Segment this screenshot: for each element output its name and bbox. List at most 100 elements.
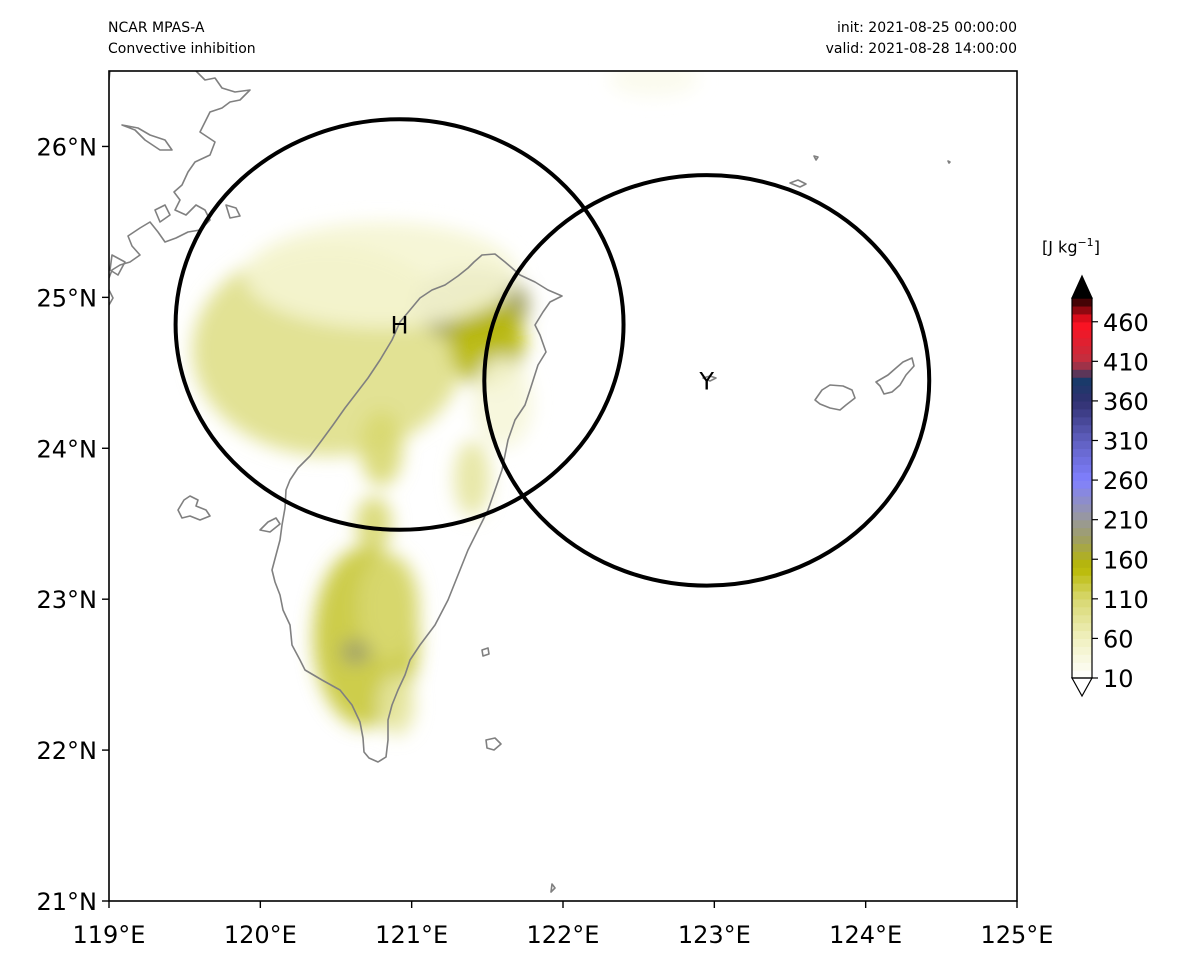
colorbar-segment	[1072, 456, 1092, 465]
cin-field-blob	[378, 674, 415, 735]
colorbar-units: [J kg−1]	[1042, 236, 1100, 256]
colorbar-segment	[1072, 551, 1092, 560]
colorbar-segment	[1072, 495, 1092, 505]
island-yonaguni	[702, 375, 717, 382]
colorbar-segment	[1072, 432, 1092, 442]
colorbar-segment	[1072, 606, 1092, 616]
units-close: ]	[1093, 237, 1100, 257]
colorbar-tick-label: 410	[1103, 348, 1149, 376]
colorbar-segment	[1072, 598, 1092, 608]
lat-tick-label: 26°N	[37, 133, 98, 161]
colorbar-segment	[1072, 622, 1092, 632]
colorbar-segment	[1072, 416, 1092, 426]
colorbar-segment	[1072, 662, 1092, 671]
figure-header-left: NCAR MPAS-A Convective inhibition	[108, 18, 256, 60]
colorbar-segment	[1072, 440, 1092, 450]
colorbar-segment	[1072, 408, 1092, 418]
colorbar-frame	[1071, 297, 1093, 679]
colorbar-segment	[1072, 305, 1092, 315]
cin-field-blob	[608, 71, 700, 97]
cin-field-blob	[472, 357, 533, 449]
island-penghu-small	[259, 517, 281, 533]
lon-tick-label: 121°E	[375, 921, 448, 949]
colorbar-segment	[1072, 464, 1092, 473]
island-orchid	[485, 737, 502, 751]
init-time: init: 2021-08-25 00:00:00	[837, 20, 1017, 36]
colorbar-tick-label: 360	[1103, 388, 1149, 416]
colorbar-segment	[1072, 377, 1092, 386]
lat-tick-label: 23°N	[37, 586, 98, 614]
colorbar-extend-max	[1071, 274, 1093, 299]
lon-tick-label: 125°E	[981, 921, 1054, 949]
colorbar-tick-label: 260	[1103, 467, 1149, 495]
colorbar-segment	[1072, 583, 1092, 592]
china-coast-inlet-3	[225, 204, 241, 219]
units-text: [J kg	[1042, 237, 1078, 257]
field-name: Convective inhibition	[108, 41, 256, 57]
axes-layer: 119°E 120°E 121°E 122°E 123°E 124°E 125°E 21°N 2…	[37, 133, 1054, 949]
colorbar-tick-label: 310	[1103, 428, 1149, 456]
colorbar-segment	[1072, 590, 1092, 600]
cin-field-blob	[358, 553, 420, 660]
colorbar-tick-label: 160	[1103, 546, 1149, 574]
colorbar-segment	[1072, 361, 1092, 370]
valid-time: valid: 2021-08-28 14:00:00	[825, 41, 1017, 57]
colorbar-segment	[1072, 345, 1092, 355]
colorbar-segment	[1072, 638, 1092, 647]
china-coast-inlet-5	[109, 289, 114, 306]
colorbar-segment	[1072, 646, 1092, 655]
cin-field-blob	[360, 410, 403, 486]
china-coast-inlet-1	[121, 124, 173, 151]
colorbar-segment	[1072, 369, 1092, 378]
colorbar-segment	[1072, 480, 1092, 489]
marker-label-h: H	[391, 312, 409, 340]
colorbar-segment	[1072, 424, 1092, 434]
lon-tick-label: 122°E	[527, 921, 600, 949]
island-green	[481, 647, 490, 657]
lat-tick-label: 24°N	[37, 435, 98, 463]
colorbar-segment	[1072, 329, 1092, 339]
taiwan-coastline	[271, 253, 563, 763]
colorbar-segment	[1072, 559, 1092, 568]
colorbar-segment	[1072, 630, 1092, 640]
colorbar-tick-label: 460	[1103, 309, 1149, 337]
colorbar-segment	[1072, 353, 1092, 362]
colorbar-segment	[1072, 567, 1092, 576]
lon-tick-label: 124°E	[829, 921, 902, 949]
colorbar-segment	[1072, 472, 1092, 481]
lon-tick-label: 120°E	[224, 921, 297, 949]
lat-tick-label: 21°N	[37, 888, 98, 916]
island-tiny-2	[947, 160, 951, 164]
colorbar-segment	[1072, 393, 1092, 402]
lon-tick-label: 123°E	[678, 921, 751, 949]
colorbar-segment	[1072, 575, 1092, 584]
colorbar-segment	[1072, 337, 1092, 347]
colorbar-segment	[1072, 298, 1092, 307]
china-coast-inlet-4	[109, 254, 126, 276]
island-tiny-3	[550, 883, 556, 893]
cin-field-blob	[454, 440, 491, 517]
colorbar-segment	[1072, 448, 1092, 457]
colorbar-tick-label: 10	[1103, 665, 1134, 693]
island-penghu	[177, 495, 211, 521]
marker-label-y: Y	[698, 367, 714, 395]
units-exponent: −1	[1077, 236, 1094, 249]
island-iriomote	[814, 384, 856, 411]
colorbar-segment	[1072, 670, 1092, 679]
colorbar-segment	[1072, 527, 1092, 537]
colorbar-tick-label: 110	[1103, 586, 1149, 614]
colorbar-segment	[1072, 321, 1092, 331]
colorbar: 10 60 110 160 210 260 310 360 410 460	[1070, 274, 1149, 698]
model-name: NCAR MPAS-A	[108, 20, 205, 36]
markers-layer: HY	[173, 117, 932, 588]
range-ring-y	[482, 173, 932, 588]
cin-field-blob	[245, 221, 518, 328]
colorbar-segment	[1072, 488, 1092, 497]
colorbar-segment	[1072, 535, 1092, 545]
island-ishigaki	[875, 357, 915, 395]
colorbar-segment	[1072, 519, 1092, 529]
figure-header-right: init: 2021-08-25 00:00:00 valid: 2021-08…	[826, 18, 1017, 60]
colorbar-segment	[1072, 511, 1092, 521]
cin-field-blob	[355, 496, 392, 551]
